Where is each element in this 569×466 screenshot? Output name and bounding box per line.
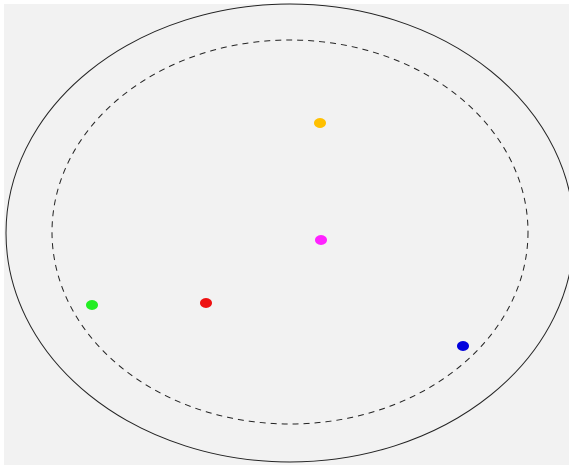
red-dot [200,298,212,308]
outer-ellipse [5,3,569,463]
dots-layer [86,118,469,351]
inner-dashed-ellipse [51,39,529,425]
panel-background [4,4,569,465]
magenta-dot [315,235,327,245]
blue-dot [457,341,469,351]
green-dot [86,300,98,310]
yellow-dot [314,118,326,128]
